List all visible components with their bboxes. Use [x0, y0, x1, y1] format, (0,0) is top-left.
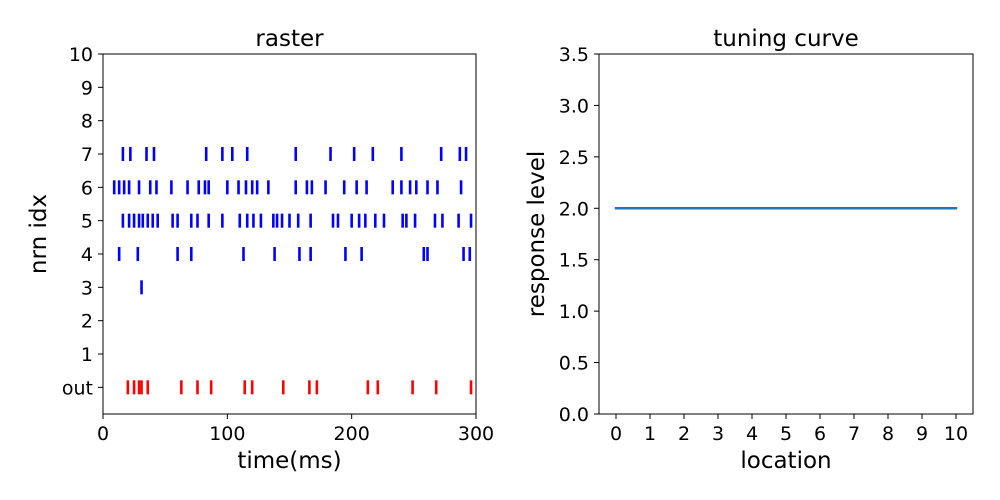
tuning-y-tick-label: 0.5: [559, 353, 589, 375]
raster-x-tick-label: 300: [458, 423, 494, 445]
raster-x-tick-label: 100: [209, 423, 245, 445]
raster-y-tick-label: 2: [81, 311, 93, 333]
raster-title: raster: [255, 26, 324, 52]
raster-x-axis-label: time(ms): [237, 448, 341, 474]
tuning-x-tick-label: 0: [610, 423, 622, 445]
tuning-x-tick-label: 10: [944, 423, 968, 445]
tuning-y-tick-label: 2.5: [559, 147, 589, 169]
raster-y-tick-label: 10: [69, 44, 93, 66]
tuning-x-tick-label: 9: [916, 423, 928, 445]
tuning-x-tick-label: 5: [780, 423, 792, 445]
raster-y-ticks: out 1 2 3 4 5 6 7 8 9 10: [62, 44, 103, 399]
raster-y-tick-label: 4: [81, 244, 93, 266]
tuning-y-tick-label: 2.0: [559, 198, 589, 220]
raster-y-tick-label: out: [62, 377, 93, 399]
raster-panel: raster time(ms) nrn idx 0 100 200 300 out 1 2…: [26, 26, 494, 474]
tuning-y-axis-label: response level: [524, 151, 550, 317]
raster-y-tick-label: 7: [81, 144, 93, 166]
tuning-x-tick-label: 4: [746, 423, 758, 445]
raster-spikes: [112, 147, 473, 395]
tuning-y-tick-label: 3.5: [559, 44, 589, 66]
raster-y-tick-label: 1: [81, 344, 93, 366]
tuning-y-ticks: 0.0 0.5 1.0 1.5 2.0 2.5 3.0 3.5: [559, 44, 599, 426]
tuning-y-tick-label: 1.5: [559, 250, 589, 272]
raster-y-tick-label: 5: [81, 211, 93, 233]
raster-y-tick-label: 9: [81, 77, 93, 99]
tuning-x-tick-label: 6: [814, 423, 826, 445]
raster-y-tick-label: 6: [81, 177, 93, 199]
tuning-x-tick-label: 3: [712, 423, 724, 445]
raster-x-ticks: 0 100 200 300: [97, 414, 494, 445]
tuning-x-tick-label: 1: [644, 423, 656, 445]
tuning-y-tick-label: 0.0: [559, 404, 589, 426]
raster-y-axis-label: nrn idx: [26, 194, 52, 274]
raster-x-tick-label: 0: [97, 423, 109, 445]
tuning-axes-frame: [598, 53, 974, 415]
raster-y-tick-label: 8: [81, 111, 93, 133]
tuning-x-tick-label: 2: [678, 423, 690, 445]
tuning-y-tick-label: 1.0: [559, 301, 589, 323]
raster-y-tick-label: 3: [81, 277, 93, 299]
tuning-x-tick-label: 7: [848, 423, 860, 445]
tuning-y-tick-label: 3.0: [559, 95, 589, 117]
raster-axes-frame: [102, 53, 477, 415]
tuning-title: tuning curve: [713, 26, 859, 52]
tuning-x-tick-label: 8: [882, 423, 894, 445]
tuning-x-ticks: 0 1 2 3 4 5 6 7 8 9 10: [610, 414, 968, 445]
tuning-x-axis-label: location: [740, 448, 831, 474]
raster-x-tick-label: 200: [334, 423, 370, 445]
